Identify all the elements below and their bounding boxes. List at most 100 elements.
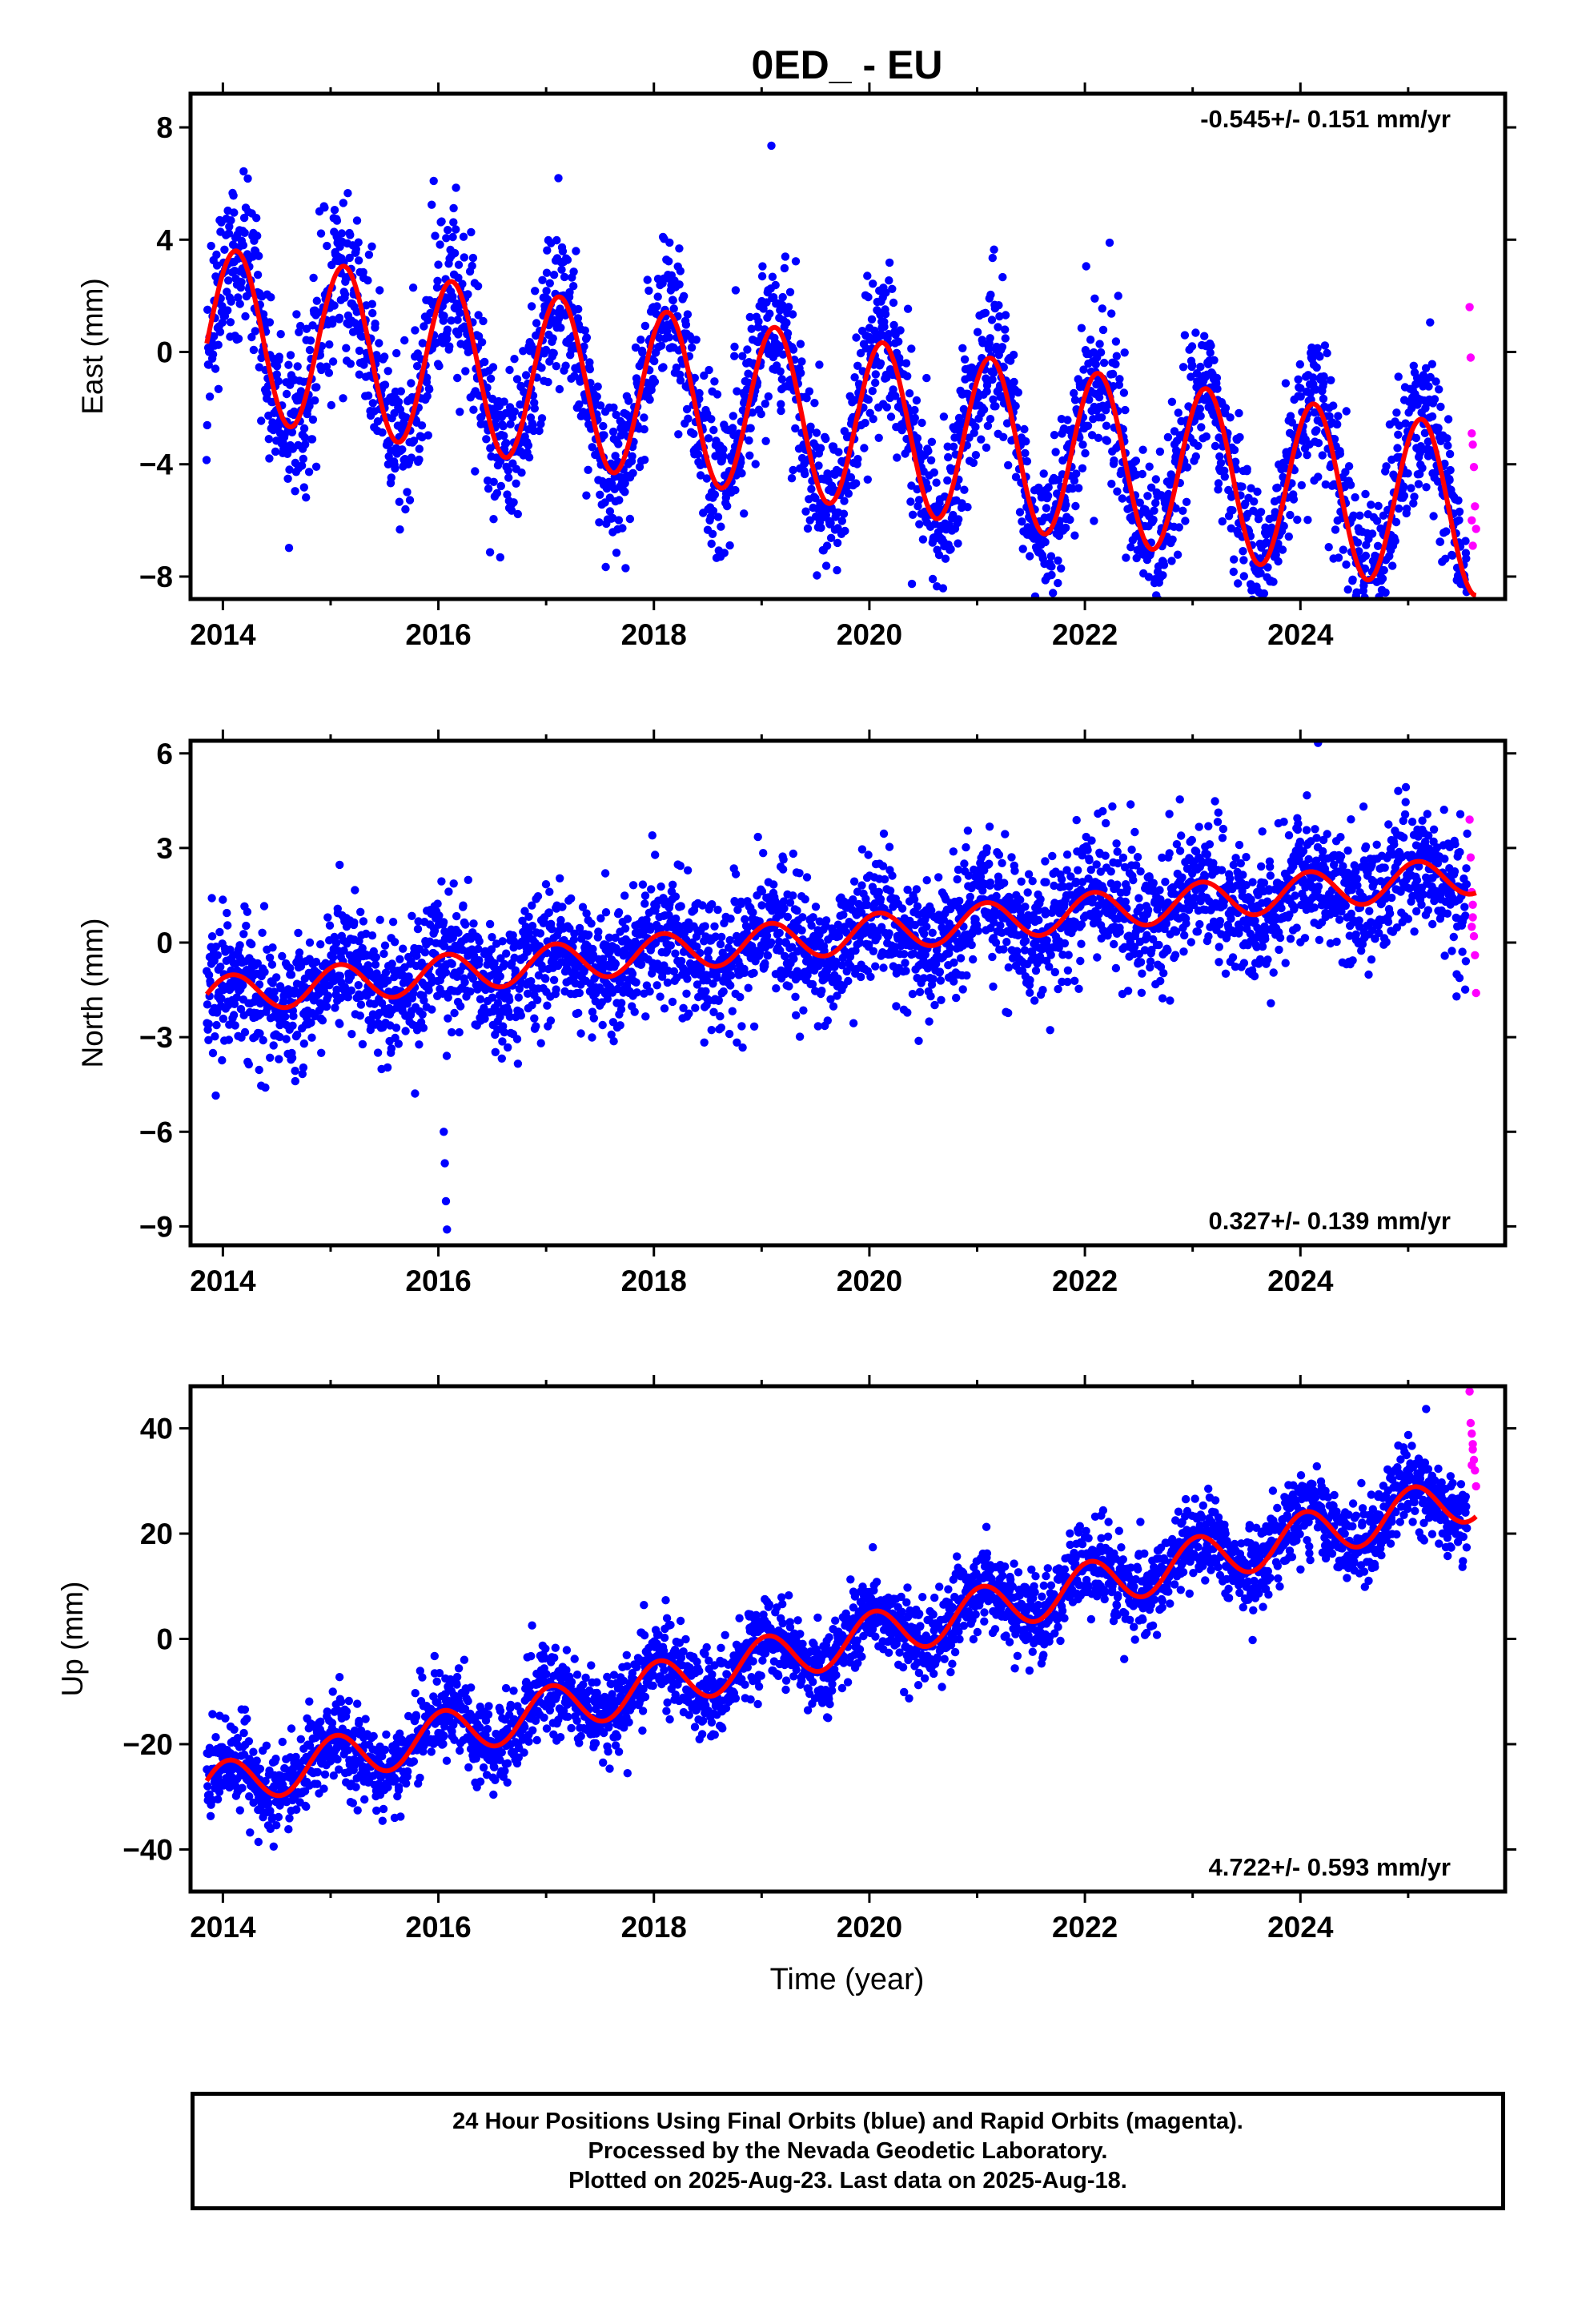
east-final-point <box>1284 532 1294 541</box>
east-final-point <box>1313 344 1322 352</box>
east-final-point <box>1229 567 1239 577</box>
east-final-point <box>408 283 418 292</box>
east-final-point <box>500 397 508 406</box>
north-final-point <box>600 869 610 878</box>
east-rapid-point <box>1468 440 1477 449</box>
east-final-point <box>1228 506 1237 515</box>
east-final-point <box>650 377 660 386</box>
north-final-point <box>420 948 430 957</box>
east-final-point <box>709 425 718 435</box>
east-final-point <box>665 333 674 342</box>
east-final-point <box>538 275 547 284</box>
east-final-point <box>297 461 307 470</box>
north-final-point <box>807 921 816 930</box>
north-final-point <box>532 1022 540 1031</box>
east-final-point <box>411 326 420 335</box>
north-final-point <box>253 959 262 968</box>
north-final-point <box>641 1012 650 1021</box>
north-final-point <box>693 942 701 951</box>
east-final-point <box>999 363 1009 372</box>
east-final-point <box>1051 448 1060 456</box>
east-final-point <box>1112 352 1122 360</box>
east-final-point <box>789 345 798 354</box>
north-final-point <box>772 984 781 993</box>
north-final-point <box>588 1007 597 1016</box>
east-final-point <box>761 436 770 445</box>
east-final-point <box>1114 292 1122 300</box>
east-final-point <box>1346 480 1355 489</box>
east-final-point <box>1081 448 1090 458</box>
east-final-point <box>917 418 926 428</box>
north-final-point <box>437 877 446 886</box>
north-final-point <box>375 915 384 924</box>
east-final-point <box>229 191 238 200</box>
east-final-point <box>572 247 580 255</box>
east-final-point <box>1274 557 1283 566</box>
east-final-point <box>375 339 383 348</box>
east-final-point <box>954 413 964 423</box>
east-final-point <box>500 432 508 440</box>
north-final-point <box>373 1048 383 1057</box>
east-final-point <box>600 431 608 440</box>
north-final-point <box>516 1011 525 1020</box>
north-final-point <box>640 891 650 900</box>
east-final-point <box>1105 238 1114 247</box>
east-final-point <box>575 400 584 409</box>
east-final-point <box>537 364 546 372</box>
east-final-point <box>747 324 756 333</box>
east-final-point <box>1372 517 1382 525</box>
north-final-point <box>823 1016 833 1025</box>
north-final-point <box>396 955 404 964</box>
east-final-point <box>1346 616 1354 624</box>
east-final-point <box>1355 511 1364 520</box>
north-final-point <box>229 1011 239 1019</box>
east-final-point <box>373 417 383 426</box>
east-final-point <box>1360 564 1370 573</box>
east-final-point <box>1186 372 1195 381</box>
east-final-point <box>881 310 890 319</box>
east-final-point <box>484 485 493 493</box>
east-final-point <box>1230 445 1239 455</box>
north-final-point <box>866 972 875 982</box>
east-final-point <box>458 279 467 288</box>
east-final-point <box>1422 483 1431 492</box>
east-rapid-point <box>1468 429 1476 438</box>
north-final-point <box>287 970 296 979</box>
east-final-point <box>263 389 272 398</box>
north-final-point <box>623 915 632 923</box>
east-final-point <box>1363 679 1371 687</box>
east-final-point <box>1286 412 1295 420</box>
east-final-point <box>783 329 793 338</box>
east-final-point <box>407 453 416 462</box>
east-final-point <box>723 501 732 511</box>
east-final-point <box>960 485 969 494</box>
north-final-point <box>647 885 656 894</box>
east-final-point <box>645 395 654 404</box>
east-final-point <box>1297 480 1307 490</box>
east-final-point <box>1121 405 1130 415</box>
east-final-point <box>521 371 531 380</box>
north-final-point <box>541 880 551 889</box>
east-final-point <box>224 229 234 238</box>
east-final-point <box>971 451 981 460</box>
east-final-point <box>509 498 518 507</box>
east-final-point <box>1072 469 1081 478</box>
east-final-point <box>1312 426 1321 435</box>
east-final-point <box>574 304 583 314</box>
north-final-point <box>455 1027 464 1037</box>
north-final-point <box>753 832 762 842</box>
east-final-point <box>1446 465 1455 475</box>
east-final-point <box>527 302 536 311</box>
north-final-point <box>708 900 717 909</box>
east-final-point <box>1318 451 1327 460</box>
east-final-point <box>871 370 881 379</box>
east-final-point <box>1246 617 1254 625</box>
east-final-point <box>789 465 797 475</box>
east-final-point <box>797 357 806 366</box>
east-final-point <box>450 248 460 258</box>
east-final-point <box>868 387 877 396</box>
north-final-point <box>487 945 496 954</box>
east-final-point <box>1409 499 1418 508</box>
east-final-point <box>839 509 849 518</box>
east-final-point <box>785 287 795 296</box>
